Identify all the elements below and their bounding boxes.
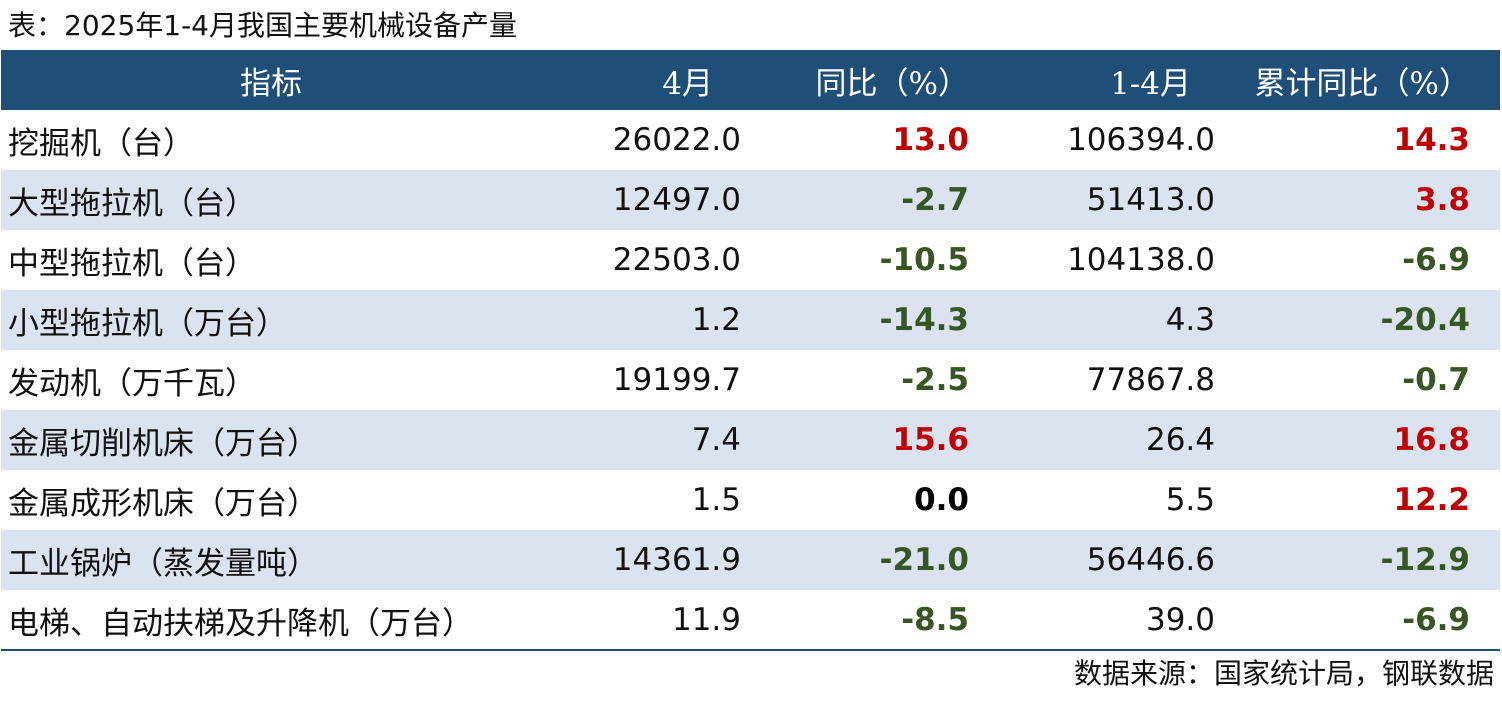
- ytd-yoy-value-cell: -0.7: [1402, 362, 1470, 398]
- ytd-value-cell: 26.4: [1145, 422, 1215, 458]
- column-header-ytd: 1-4月: [1110, 65, 1191, 102]
- indicator-cell: 工业锅炉（蒸发量吨）: [8, 545, 318, 582]
- source-note: 数据来源：国家统计局，钢联数据: [1073, 657, 1494, 690]
- column-header-ytd-yoy: 累计同比（%）: [1254, 65, 1470, 102]
- ytd-value-cell: 5.5: [1165, 482, 1215, 518]
- ytd-yoy-value-cell: -12.9: [1380, 542, 1470, 578]
- indicator-cell: 金属切削机床（万台）: [8, 425, 318, 462]
- yoy-value-cell: -8.5: [901, 602, 969, 638]
- column-header-indicator: 指标: [240, 65, 302, 102]
- yoy-value-cell: 15.6: [892, 422, 970, 458]
- table-row: 金属切削机床（万台） 7.4 15.6 26.4 16.8: [1, 410, 1500, 470]
- yoy-value-cell: 13.0: [892, 122, 970, 158]
- ytd-value-cell: 39.0: [1145, 602, 1215, 638]
- ytd-yoy-value-cell: 12.2: [1393, 482, 1471, 518]
- table-row: 大型拖拉机（台） 12497.0 -2.7 51413.0 3.8: [1, 170, 1500, 230]
- yoy-value-cell: -10.5: [879, 242, 969, 278]
- ytd-yoy-value-cell: -6.9: [1402, 602, 1470, 638]
- ytd-value-cell: 104138.0: [1067, 242, 1215, 278]
- indicator-cell: 发动机（万千瓦）: [8, 365, 256, 402]
- yoy-value-cell: -14.3: [879, 302, 969, 338]
- ytd-yoy-value-cell: 3.8: [1415, 182, 1470, 218]
- table-row: 小型拖拉机（万台） 1.2 -14.3 4.3 -20.4: [1, 290, 1500, 350]
- yoy-value-cell: 0.0: [914, 482, 969, 518]
- table-row: 工业锅炉（蒸发量吨） 14361.9 -21.0 56446.6 -12.9: [1, 530, 1500, 590]
- yoy-value-cell: -2.7: [901, 182, 969, 218]
- table-header-row: 指标 4月 同比（%） 1-4月 累计同比（%）: [1, 50, 1500, 110]
- yoy-value-cell: -2.5: [901, 362, 969, 398]
- table-row: 发动机（万千瓦） 19199.7 -2.5 77867.8 -0.7: [1, 350, 1500, 410]
- april-value-cell: 14361.9: [612, 542, 741, 578]
- ytd-value-cell: 4.3: [1165, 302, 1215, 338]
- indicator-cell: 挖掘机（台）: [8, 125, 194, 162]
- table-row: 挖掘机（台） 26022.0 13.0 106394.0 14.3: [1, 110, 1500, 170]
- table-bottom-rule: [1, 649, 1500, 651]
- april-value-cell: 12497.0: [612, 182, 741, 218]
- indicator-cell: 中型拖拉机（台）: [8, 245, 256, 282]
- table-body: 挖掘机（台） 26022.0 13.0 106394.0 14.3 大型拖拉机（台） 124…: [1, 110, 1500, 650]
- ytd-value-cell: 51413.0: [1086, 182, 1215, 218]
- column-header-april: 4月: [662, 65, 713, 102]
- ytd-yoy-value-cell: 14.3: [1393, 122, 1471, 158]
- ytd-yoy-value-cell: -6.9: [1402, 242, 1470, 278]
- data-table-container: 指标 4月 同比（%） 1-4月 累计同比（%） 挖掘机（台） 26022.0 13…: [1, 50, 1500, 650]
- table-row: 电梯、自动扶梯及升降机（万台） 11.9 -8.5 39.0 -6.9: [1, 590, 1500, 650]
- ytd-value-cell: 56446.6: [1086, 542, 1215, 578]
- table-row: 金属成形机床（万台） 1.5 0.0 5.5 12.2: [1, 470, 1500, 530]
- indicator-cell: 金属成形机床（万台）: [8, 485, 318, 522]
- page-title: 表：2025年1-4月我国主要机械设备产量: [8, 9, 517, 42]
- april-value-cell: 1.2: [691, 302, 741, 338]
- ytd-value-cell: 106394.0: [1067, 122, 1215, 158]
- data-table: 指标 4月 同比（%） 1-4月 累计同比（%） 挖掘机（台） 26022.0 13…: [1, 50, 1500, 650]
- april-value-cell: 1.5: [691, 482, 741, 518]
- indicator-cell: 电梯、自动扶梯及升降机（万台）: [8, 605, 473, 642]
- yoy-value-cell: -21.0: [879, 542, 969, 578]
- ytd-yoy-value-cell: 16.8: [1393, 422, 1471, 458]
- april-value-cell: 11.9: [671, 602, 741, 638]
- column-header-yoy: 同比（%）: [815, 65, 969, 102]
- indicator-cell: 大型拖拉机（台）: [8, 185, 256, 222]
- april-value-cell: 26022.0: [612, 122, 741, 158]
- indicator-cell: 小型拖拉机（万台）: [8, 305, 287, 342]
- april-value-cell: 22503.0: [612, 242, 741, 278]
- ytd-value-cell: 77867.8: [1086, 362, 1215, 398]
- table-row: 中型拖拉机（台） 22503.0 -10.5 104138.0 -6.9: [1, 230, 1500, 290]
- april-value-cell: 7.4: [691, 422, 741, 458]
- ytd-yoy-value-cell: -20.4: [1380, 302, 1470, 338]
- april-value-cell: 19199.7: [612, 362, 741, 398]
